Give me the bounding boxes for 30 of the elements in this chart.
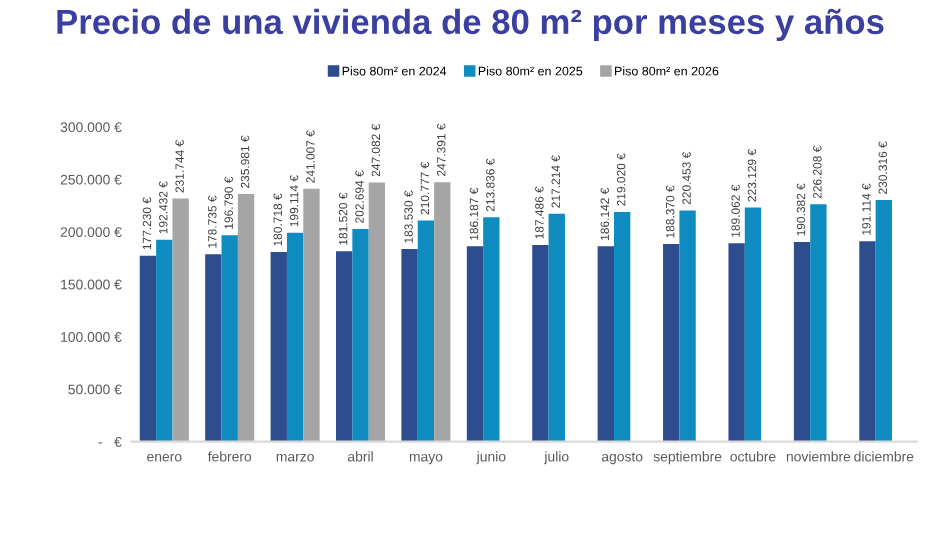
bar — [793, 241, 811, 442]
bar — [875, 200, 892, 442]
chart-title: Precio de una vivienda de 80 m² por meses y años — [57, 8, 884, 42]
bar — [303, 188, 320, 442]
bar — [434, 182, 451, 442]
bar — [352, 229, 369, 442]
bar — [417, 220, 435, 442]
bar — [368, 182, 386, 442]
bar — [663, 244, 680, 442]
bar — [221, 235, 238, 442]
bar — [237, 194, 255, 442]
bar — [532, 244, 549, 442]
bar — [286, 232, 304, 442]
bar — [205, 254, 222, 442]
bar — [172, 198, 189, 442]
bar — [679, 210, 696, 442]
bar — [744, 207, 762, 442]
bar — [270, 252, 287, 442]
bar — [466, 246, 484, 442]
bar — [613, 211, 631, 442]
bar — [483, 217, 500, 442]
bar — [548, 213, 565, 442]
bar — [156, 239, 173, 442]
bar — [401, 249, 418, 442]
bar — [728, 243, 745, 442]
bar — [597, 246, 614, 442]
bar — [859, 241, 876, 442]
bar — [139, 255, 157, 442]
bar — [810, 204, 827, 442]
bar — [336, 251, 353, 442]
